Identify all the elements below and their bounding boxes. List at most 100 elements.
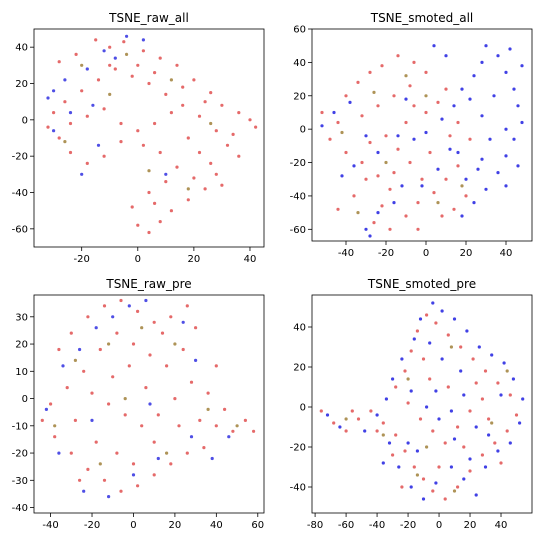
data-point: [412, 337, 416, 341]
data-point: [147, 169, 151, 173]
data-point: [108, 92, 112, 96]
data-point: [186, 198, 190, 202]
data-point: [418, 317, 423, 321]
data-point: [119, 489, 123, 493]
data-point: [177, 424, 181, 428]
data-point: [115, 451, 119, 455]
data-point: [415, 449, 419, 453]
data-point: [111, 315, 115, 319]
data-point: [49, 402, 53, 406]
data-point: [235, 424, 239, 428]
data-point: [86, 315, 90, 319]
data-point: [460, 214, 464, 218]
data-point: [424, 70, 428, 74]
data-point: [61, 364, 65, 368]
data-point: [381, 461, 385, 465]
x-tick-label: -40: [42, 520, 58, 531]
data-point: [468, 469, 472, 473]
data-point: [520, 64, 524, 68]
data-point: [476, 167, 480, 171]
data-point: [368, 140, 372, 145]
data-point: [173, 397, 177, 401]
data-point: [396, 147, 400, 151]
data-point: [231, 429, 235, 433]
x-tick-label: 40: [495, 520, 508, 531]
data-point: [403, 449, 407, 453]
data-point: [381, 421, 385, 425]
data-point: [144, 386, 148, 390]
data-point: [53, 435, 57, 439]
data-point: [356, 80, 360, 84]
data-point: [472, 201, 476, 205]
data-point: [468, 409, 472, 413]
data-point: [468, 97, 472, 101]
data-point: [372, 221, 376, 225]
y-tick-label: -20: [290, 158, 306, 169]
data-point: [328, 137, 332, 141]
data-point: [194, 358, 198, 362]
y-tick-label: 40: [293, 58, 306, 69]
data-point: [147, 230, 151, 235]
data-point: [80, 89, 84, 93]
data-point: [153, 201, 157, 205]
chart-panel-1: TSNE_smoted_all -40 -20 0 20 40 -60 -40 -20 0 20 40…: [290, 11, 533, 259]
data-point: [511, 377, 515, 381]
data-point: [113, 67, 117, 71]
data-point: [420, 184, 424, 188]
data-point: [140, 424, 144, 428]
data-point: [404, 74, 408, 78]
data-point: [484, 187, 488, 191]
data-point: [153, 71, 157, 75]
data-point: [465, 329, 469, 333]
data-point: [141, 143, 145, 147]
y-tick-label: 0: [22, 115, 28, 126]
data-point: [452, 437, 457, 441]
data-point: [496, 381, 500, 385]
y-tick-label: 40: [15, 43, 28, 54]
data-point: [480, 157, 484, 161]
data-point: [406, 441, 410, 445]
data-point: [320, 124, 324, 128]
data-point: [102, 478, 107, 482]
y-tick-label: -40: [290, 483, 306, 494]
data-point: [340, 174, 344, 178]
data-point: [169, 315, 173, 319]
data-point: [483, 369, 488, 373]
data-point: [350, 409, 354, 413]
data-point: [152, 320, 156, 324]
data-point: [164, 172, 168, 176]
data-point: [375, 429, 379, 433]
chart-title: TSNE_smoted_all: [370, 11, 474, 25]
data-point: [131, 462, 136, 466]
data-point: [102, 154, 106, 158]
data-point: [431, 429, 435, 433]
data-point: [484, 44, 488, 48]
data-point: [440, 309, 444, 313]
data-point: [488, 137, 492, 141]
data-point: [147, 190, 151, 195]
data-point: [165, 451, 169, 455]
data-point: [434, 321, 438, 325]
data-point: [231, 132, 235, 136]
data-point: [512, 87, 516, 91]
data-point: [111, 375, 115, 379]
data-point: [52, 89, 56, 93]
data-point: [164, 92, 168, 96]
data-point: [96, 78, 101, 82]
x-tick-label: 20: [188, 254, 201, 265]
data-point: [421, 497, 426, 501]
y-tick-label: -20: [12, 152, 28, 163]
y-tick-label: 20: [293, 91, 306, 102]
x-tick-label: 40: [500, 248, 513, 259]
data-point: [160, 331, 165, 335]
data-point: [388, 227, 392, 231]
data-point: [130, 205, 134, 209]
data-point: [181, 320, 185, 324]
chart-title: TSNE_raw_all: [108, 11, 189, 25]
data-point: [96, 143, 101, 147]
data-point: [440, 117, 444, 121]
data-point: [156, 413, 160, 417]
data-point: [68, 121, 73, 126]
data-point: [409, 485, 413, 489]
data-point: [444, 177, 448, 181]
